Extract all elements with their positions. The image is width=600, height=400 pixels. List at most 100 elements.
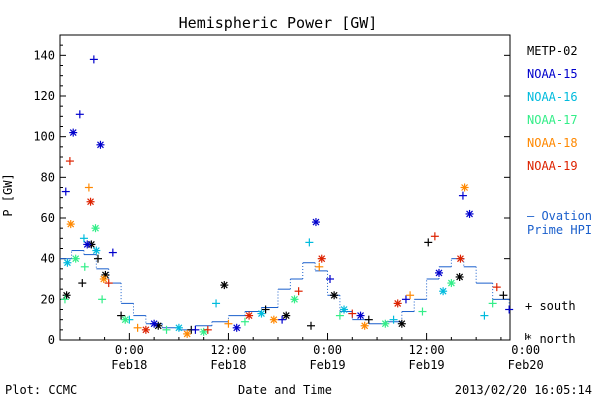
marker-d2	[439, 287, 447, 295]
point-noaa-17	[488, 299, 497, 308]
legend-ovation-line1: — Ovation	[527, 209, 592, 223]
point-noaa-19	[456, 254, 465, 263]
legend-north: * north	[525, 332, 576, 346]
marker-d2	[282, 312, 290, 320]
marker-d2	[435, 269, 443, 277]
marker-d2	[87, 198, 94, 206]
point-metp-02	[261, 305, 270, 314]
marker-d2	[394, 299, 402, 307]
point-metp-02	[78, 279, 87, 288]
x-tick-label-date: Feb18	[210, 358, 246, 372]
legend-noaa-16: NOAA-16	[527, 90, 578, 104]
point-noaa-16	[79, 234, 88, 243]
point-noaa-17	[418, 307, 427, 316]
y-tick-label: 60	[41, 211, 55, 225]
point-noaa-18	[269, 315, 278, 324]
point-noaa-15	[401, 295, 410, 304]
marker-d2	[220, 281, 228, 289]
point-noaa-16	[92, 246, 101, 255]
point-noaa-15	[108, 248, 117, 257]
point-noaa-17	[80, 262, 89, 271]
marker-d2	[270, 316, 278, 324]
marker-d2	[100, 275, 108, 283]
point-noaa-15	[61, 187, 70, 196]
legend-noaa-18: NOAA-18	[527, 136, 578, 150]
point-metp-02	[220, 281, 229, 290]
point-noaa-18	[99, 275, 108, 283]
point-noaa-15	[150, 319, 159, 328]
point-noaa-19	[86, 197, 95, 206]
point-metp-02	[499, 291, 508, 300]
legend: METP-02 NOAA-15 NOAA-16 NOAA-17 NOAA-18 …	[525, 44, 592, 346]
legend-noaa-15: NOAA-15	[527, 67, 578, 81]
marker-d2	[340, 306, 348, 313]
marker-d2	[330, 291, 338, 299]
point-noaa-15	[96, 140, 105, 149]
point-noaa-17	[121, 315, 130, 324]
point-noaa-15	[465, 209, 474, 218]
marker-d2	[381, 320, 389, 328]
point-noaa-19	[203, 325, 212, 334]
point-metp-02	[330, 291, 339, 300]
marker-d2	[121, 316, 129, 324]
point-metp-02	[282, 311, 291, 320]
point-noaa-17	[335, 311, 344, 320]
marker-d2	[312, 218, 320, 226]
legend-noaa-17: NOAA-17	[527, 113, 578, 127]
y-tick-label: 0	[48, 333, 55, 347]
point-noaa-18	[183, 329, 192, 338]
point-noaa-19	[104, 279, 113, 288]
marker-d2	[357, 312, 364, 320]
point-noaa-16	[480, 311, 489, 320]
marker-d2	[154, 322, 162, 330]
marker-d2	[466, 210, 473, 218]
point-noaa-19	[141, 325, 150, 334]
point-noaa-18	[224, 319, 233, 328]
point-noaa-19	[245, 311, 254, 320]
marker-d2	[92, 247, 100, 254]
point-noaa-18	[460, 183, 469, 192]
point-metp-02	[397, 319, 406, 328]
point-noaa-15	[69, 128, 78, 137]
point-noaa-16	[340, 305, 349, 314]
x-tick-label-date: Feb19	[409, 358, 445, 372]
marker-d2	[67, 220, 75, 228]
point-noaa-17	[60, 295, 69, 304]
point-metp-02	[62, 291, 71, 300]
point-noaa-17	[98, 295, 107, 304]
x-tick-label-date: Feb19	[309, 358, 345, 372]
marker-d2	[457, 255, 464, 263]
point-noaa-16	[305, 238, 314, 247]
point-noaa-16	[439, 287, 448, 296]
marker-d2	[245, 312, 253, 320]
y-axis-ticks: 0 20 40 60 80 100 120 140	[33, 44, 510, 347]
point-noaa-15	[191, 325, 200, 334]
point-noaa-15	[505, 305, 514, 314]
plot-frame	[59, 34, 511, 341]
marker-d2	[175, 324, 183, 332]
marker-d2	[150, 320, 158, 328]
point-noaa-17	[199, 327, 208, 336]
marker-d2	[69, 129, 77, 137]
point-noaa-15	[278, 315, 287, 324]
point-noaa-18	[406, 291, 415, 300]
y-tick-label: 120	[33, 89, 55, 103]
legend-metp-02: METP-02	[527, 44, 578, 58]
point-noaa-17	[162, 325, 171, 334]
point-noaa-16	[257, 309, 266, 318]
y-tick-label: 80	[41, 170, 55, 184]
x-axis-ticks: 0:00Feb1812:00Feb180:00Feb1912:00Feb190:…	[79, 333, 544, 372]
point-metp-02	[101, 270, 110, 279]
point-noaa-19	[317, 254, 326, 263]
y-tick-label: 40	[41, 252, 55, 266]
point-noaa-16	[174, 323, 183, 332]
point-noaa-18	[66, 220, 75, 229]
point-noaa-19	[348, 309, 357, 318]
chart-title: Hemispheric Power [GW]	[179, 14, 378, 32]
y-tick-label: 100	[33, 130, 55, 144]
footer-left: Plot: CCMC	[5, 383, 77, 397]
marker-d2	[64, 259, 71, 267]
x-tick-label-time: 12:00	[409, 343, 445, 357]
point-noaa-15	[232, 323, 241, 332]
marker-d2	[456, 273, 464, 281]
